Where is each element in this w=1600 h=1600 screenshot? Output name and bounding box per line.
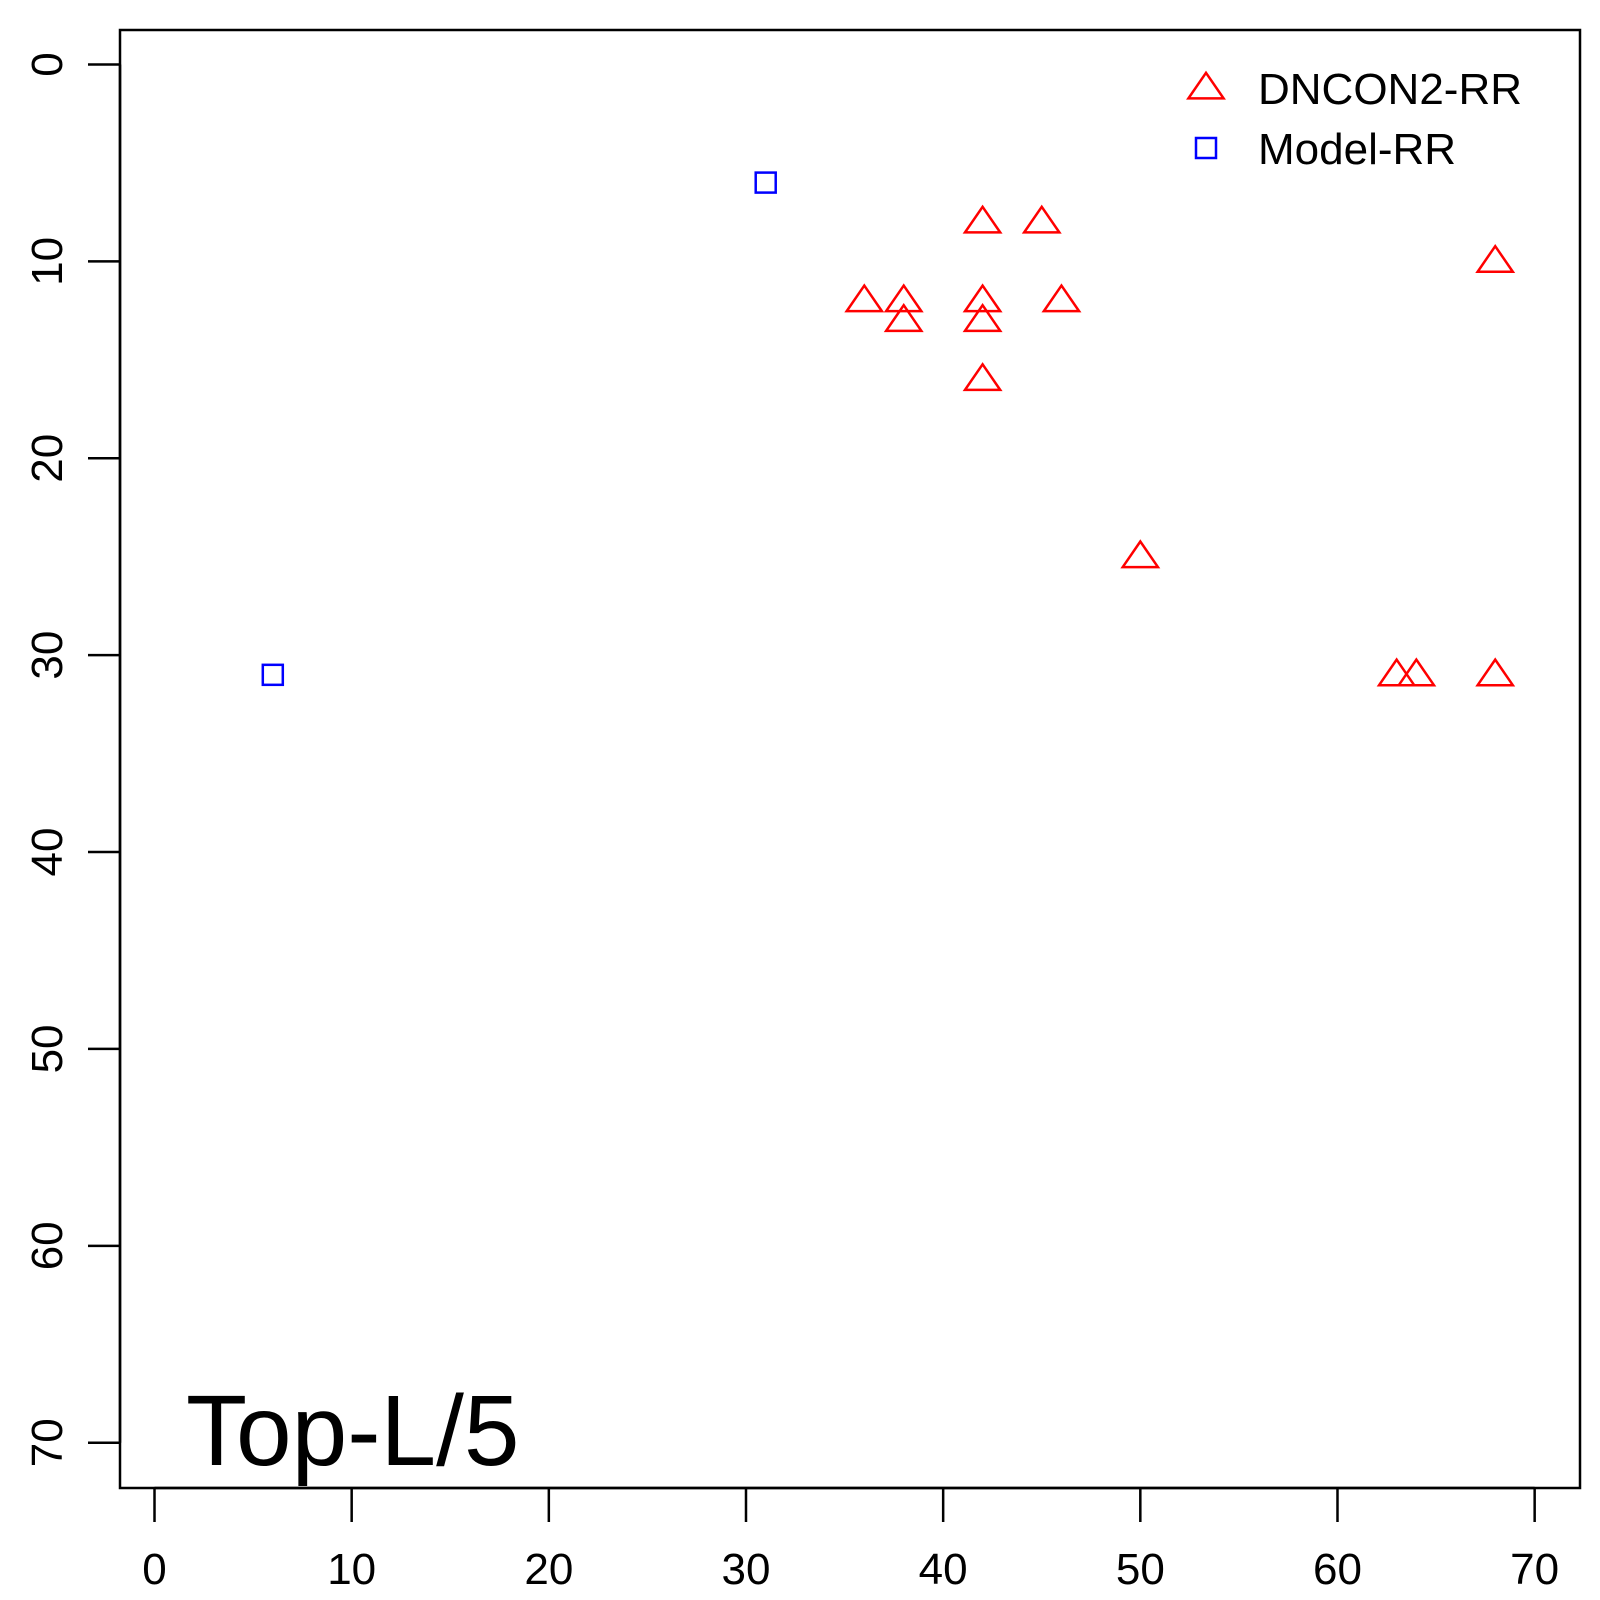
plot-frame — [118, 28, 1582, 1490]
y-tick-label: 50 — [23, 1024, 72, 1073]
triangle-point — [962, 283, 1003, 313]
triangle-point — [1120, 539, 1161, 569]
triangle-point — [1041, 283, 1082, 313]
triangle-point — [962, 362, 1003, 392]
x-tick-label: 0 — [142, 1545, 166, 1594]
legend-square-icon — [1194, 136, 1218, 160]
triangle-point — [962, 303, 1003, 333]
y-tick-label: 10 — [23, 237, 72, 286]
plot-annotation: Top-L/5 — [186, 1375, 520, 1487]
legend: DNCON2-RR Model-RR — [1186, 65, 1522, 174]
y-tick-label: 20 — [23, 434, 72, 483]
x-tick-label: 70 — [1510, 1545, 1559, 1594]
y-tick-label: 60 — [23, 1221, 72, 1270]
x-tick-label: 10 — [327, 1545, 376, 1594]
legend-triangle-icon — [1186, 70, 1226, 100]
x-tick-label: 50 — [1116, 1545, 1165, 1594]
square-point — [754, 171, 777, 194]
triangle-point — [1376, 657, 1417, 687]
triangle-point — [844, 283, 885, 313]
square-point — [261, 663, 285, 687]
data-points — [261, 171, 1516, 687]
y-tick-label: 40 — [23, 828, 72, 877]
x-tick-label: 30 — [722, 1545, 771, 1594]
x-tick-label: 20 — [524, 1545, 573, 1594]
x-axis: 0 10 20 30 40 50 60 70 — [142, 1486, 1559, 1594]
triangle-point — [962, 204, 1003, 234]
legend-label: Model-RR — [1258, 125, 1456, 174]
y-tick-label: 30 — [23, 631, 72, 680]
triangle-point — [1396, 657, 1437, 687]
triangle-point — [883, 283, 924, 313]
legend-label: DNCON2-RR — [1258, 65, 1522, 114]
triangle-point — [1475, 657, 1516, 687]
y-tick-label: 70 — [23, 1418, 72, 1467]
x-tick-label: 60 — [1313, 1545, 1362, 1594]
y-tick-label: 0 — [23, 52, 72, 76]
triangle-point — [1475, 243, 1516, 274]
y-axis: 0 10 20 30 40 50 60 70 — [23, 52, 122, 1467]
triangle-point — [1021, 204, 1062, 234]
x-tick-label: 40 — [919, 1545, 968, 1594]
triangle-point — [883, 303, 924, 333]
